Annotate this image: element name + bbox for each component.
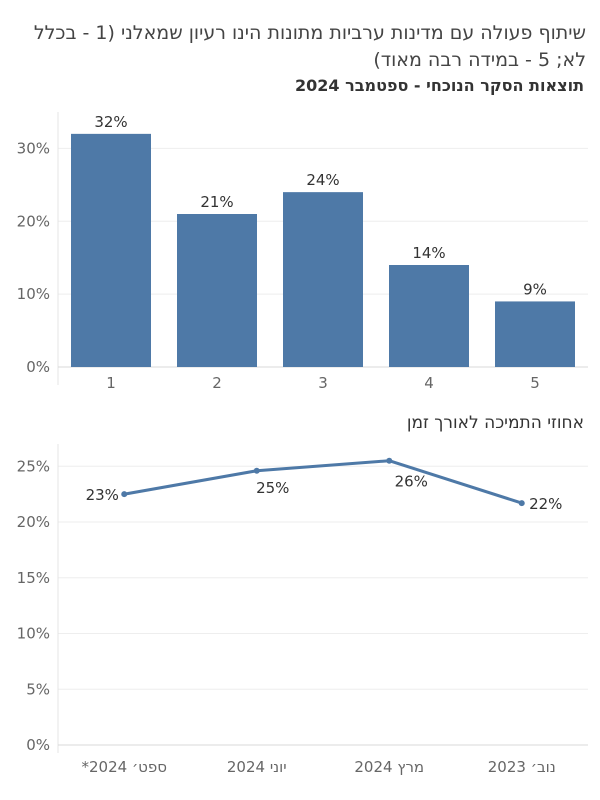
point-value-label: 25% bbox=[256, 479, 289, 497]
y-tick-label: 5% bbox=[26, 680, 50, 698]
point-value-label: 26% bbox=[395, 473, 428, 491]
line-chart-title: אחוזי התמיכה לאורך זמן bbox=[406, 413, 584, 433]
bar-value-label: 21% bbox=[200, 193, 233, 211]
x-tick-label: מרץ 2024 bbox=[354, 758, 424, 776]
y-tick-label: 30% bbox=[17, 139, 50, 157]
y-tick-label: 0% bbox=[26, 358, 50, 376]
x-tick-label: 4 bbox=[424, 374, 434, 392]
x-tick-label: ספט׳ 2024* bbox=[81, 758, 167, 776]
x-tick-label: 1 bbox=[106, 374, 116, 392]
bar-value-label: 32% bbox=[94, 113, 127, 131]
series-line bbox=[123, 459, 523, 505]
bar bbox=[495, 301, 575, 367]
y-tick-label: 20% bbox=[17, 513, 50, 531]
bar-value-label: 9% bbox=[523, 280, 547, 298]
bar bbox=[177, 214, 257, 367]
y-tick-label: 0% bbox=[26, 736, 50, 754]
y-tick-label: 15% bbox=[17, 569, 50, 587]
bar-value-label: 14% bbox=[412, 244, 445, 262]
y-tick-label: 10% bbox=[17, 625, 50, 643]
x-tick-label: 5 bbox=[530, 374, 540, 392]
bar bbox=[283, 192, 363, 367]
line-point bbox=[121, 491, 128, 498]
line-point bbox=[386, 457, 393, 464]
bar bbox=[389, 265, 469, 367]
x-tick-label: 2 bbox=[212, 374, 222, 392]
point-value-label: 22% bbox=[529, 495, 562, 513]
x-tick-label: נוב׳ 2023 bbox=[488, 758, 556, 776]
y-tick-label: 10% bbox=[17, 285, 50, 303]
bar-chart-subtitle: תוצאות הסקר הנוכחי - ספטמבר 2024 bbox=[295, 76, 584, 95]
y-tick-label: 25% bbox=[17, 457, 50, 475]
x-tick-label: 3 bbox=[318, 374, 328, 392]
chart-title: שיתוף פעולה עם מדינות ערביות מתונות הינו… bbox=[33, 22, 586, 71]
line-point bbox=[253, 467, 260, 474]
line-point bbox=[518, 500, 525, 507]
y-tick-label: 20% bbox=[17, 212, 50, 230]
x-tick-label: יוני 2024 bbox=[227, 758, 287, 776]
point-value-label: 23% bbox=[86, 486, 119, 504]
bar bbox=[71, 133, 151, 367]
bar-value-label: 24% bbox=[306, 171, 339, 189]
